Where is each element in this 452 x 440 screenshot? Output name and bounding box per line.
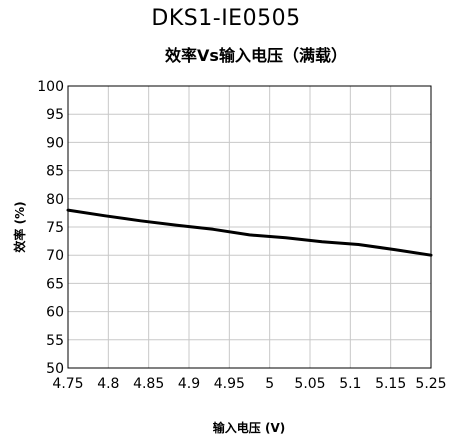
y-tick-label: 60: [46, 305, 64, 321]
y-tick-label: 50: [46, 361, 64, 377]
y-tick-label: 90: [46, 135, 64, 151]
y-tick-label: 95: [46, 107, 64, 123]
x-tick-label: 5.25: [415, 376, 446, 392]
plot-frame: [67, 85, 432, 369]
y-axis-label: 效率 (%): [12, 201, 27, 252]
x-tick-label: 4.95: [214, 376, 245, 392]
y-tick-label: 100: [37, 79, 64, 95]
x-axis-ticks: 4.75 4.8 4.85 4.9 4.95 5 5.05 5.1 5.15 5.25: [52, 376, 446, 392]
x-tick-label: 4.85: [133, 376, 164, 392]
y-tick-label: 85: [46, 164, 64, 180]
y-tick-label: 65: [46, 276, 64, 292]
efficiency-line: [66, 208, 433, 257]
y-tick-label: 80: [46, 192, 64, 208]
y-tick-label: 75: [46, 220, 64, 236]
x-tick-label: 5.05: [294, 376, 325, 392]
x-tick-label: 5.15: [375, 376, 406, 392]
x-tick-label: 5.1: [339, 376, 361, 392]
x-axis-label: 输入电压 (V): [213, 420, 285, 435]
x-tick-label: 4.9: [178, 376, 200, 392]
y-axis-ticks: 50 55 60 65 70 75 80 85 90 95 100: [37, 79, 64, 377]
x-tick-label: 4.75: [52, 376, 83, 392]
y-tick-label: 55: [46, 333, 64, 349]
chart-subtitle: 效率Vs输入电压（满载）: [165, 46, 347, 65]
chart-title: DKS1-IE0505: [151, 6, 301, 31]
chart-grid: [68, 86, 431, 368]
x-tick-label: 5: [265, 376, 274, 392]
x-tick-label: 4.8: [97, 376, 119, 392]
y-tick-label: 70: [46, 248, 64, 264]
